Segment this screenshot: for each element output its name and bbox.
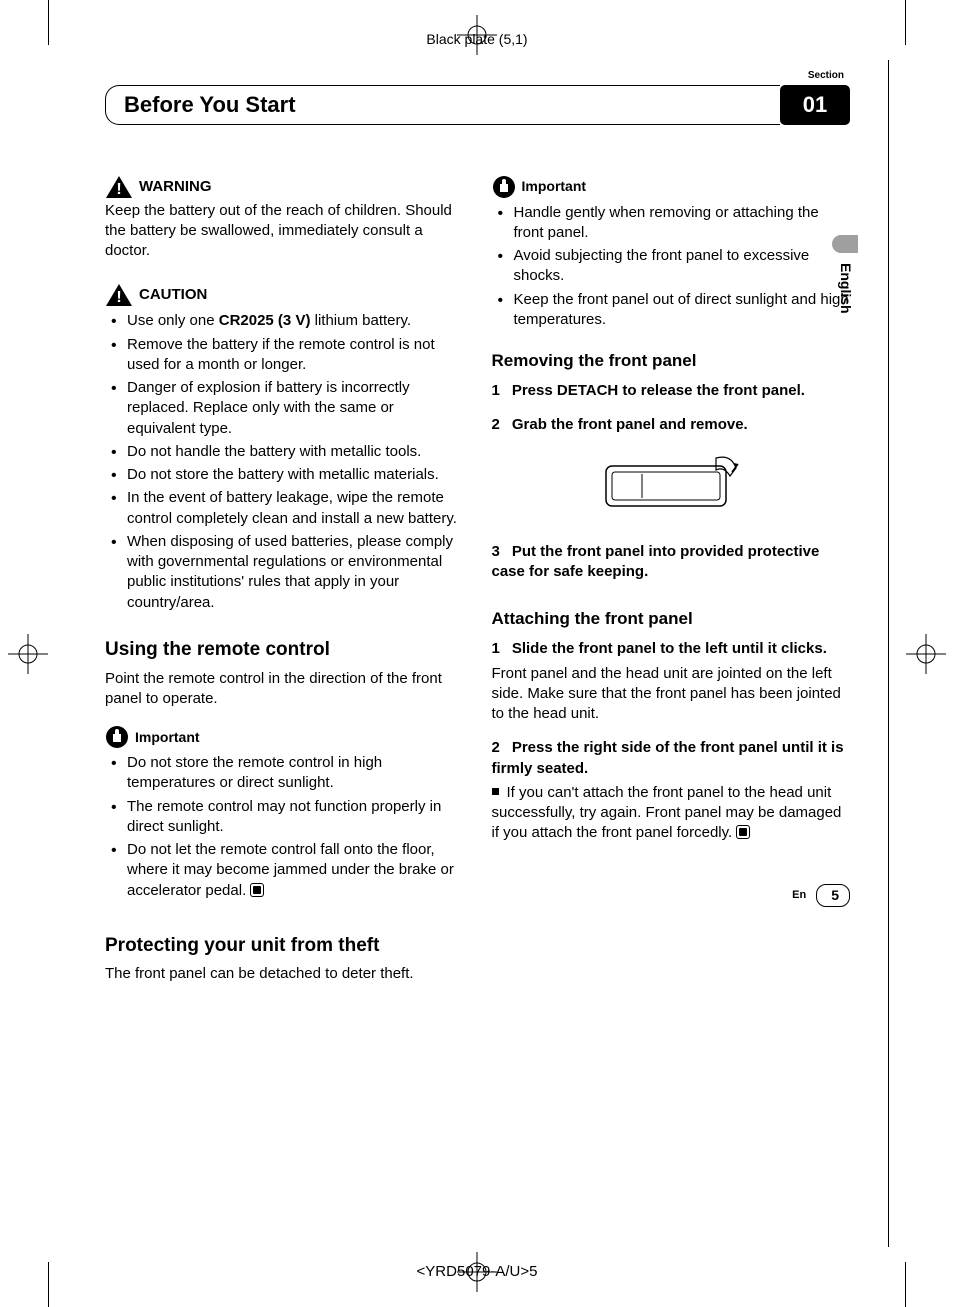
svg-text:!: ! <box>116 289 121 306</box>
theft-heading: Protecting your unit from theft <box>105 933 464 959</box>
attaching-step-1: 1Slide the front panel to the left until… <box>492 639 851 659</box>
front-panel-illustration <box>492 448 851 524</box>
warning-header: ! WARNING <box>105 175 464 199</box>
remote-heading: Using the remote control <box>105 637 464 663</box>
removing-step1-text: Press DETACH to release the front panel. <box>512 382 805 399</box>
important-right-list: Handle gently when removing or attaching… <box>492 203 851 331</box>
caution-item: Do not handle the battery with metallic … <box>105 442 464 462</box>
caution-list: Use only one CR2025 (3 V) lithium batter… <box>105 311 464 613</box>
section-title: Before You Start <box>124 90 296 120</box>
attaching-step1-title: Slide the front panel to the left until … <box>512 640 827 657</box>
important-label-left: Important <box>135 728 200 747</box>
removing-step-1: 1Press DETACH to release the front panel… <box>492 381 851 401</box>
caution-item: Remove the battery if the remote control… <box>105 335 464 376</box>
attaching-step-2: 2Press the right side of the front panel… <box>492 738 851 779</box>
attaching-step2-body-text: If you can't attach the front panel to t… <box>492 784 842 842</box>
theft-text: The front panel can be detached to deter… <box>105 964 464 984</box>
page-border-right <box>888 60 889 1247</box>
attaching-step2-title: Press the right side of the front panel … <box>492 739 844 776</box>
removing-step-2: 2Grab the front panel and remove. <box>492 415 851 435</box>
caution-item: In the event of battery leakage, wipe th… <box>105 488 464 529</box>
section-end-icon <box>736 825 750 839</box>
attaching-step1-body: Front panel and the head unit are jointe… <box>492 664 851 725</box>
square-bullet-icon <box>492 788 499 795</box>
page-number: 5 <box>816 884 850 907</box>
removing-heading: Removing the front panel <box>492 350 851 373</box>
attaching-step2-body: If you can't attach the front panel to t… <box>492 783 851 844</box>
important-header-right: Important <box>492 175 851 199</box>
left-column: ! WARNING Keep the battery out of the re… <box>105 175 464 985</box>
footer-lang: En <box>792 888 806 903</box>
section-header: Before You Start Section 01 <box>105 85 850 125</box>
section-label: Section <box>808 69 844 83</box>
section-badge: Section 01 <box>780 85 850 125</box>
right-column: Important Handle gently when removing or… <box>492 175 851 985</box>
section-number: 01 <box>780 85 850 125</box>
warning-icon: ! <box>105 175 133 199</box>
document-code: <YRD5079-A/U>5 <box>0 1262 954 1282</box>
important-icon <box>105 725 129 749</box>
svg-text:!: ! <box>116 181 121 198</box>
remote-important-item: Do not let the remote control fall onto … <box>105 840 464 901</box>
important-right-item: Avoid subjecting the front panel to exce… <box>492 246 851 287</box>
removing-step2-text: Grab the front panel and remove. <box>512 416 748 433</box>
remote-important-item: The remote control may not function prop… <box>105 797 464 838</box>
caution-header: ! CAUTION <box>105 283 464 307</box>
important-label-right: Important <box>522 177 587 196</box>
header-plate-label: Black plate (5,1) <box>0 30 954 49</box>
section-end-icon <box>250 883 264 897</box>
remote-important-item: Do not store the remote control in high … <box>105 753 464 794</box>
important-icon <box>492 175 516 199</box>
remote-intro: Point the remote control in the directio… <box>105 669 464 710</box>
removing-step-3: 3Put the front panel into provided prote… <box>492 542 851 583</box>
important-right-item: Keep the front panel out of direct sunli… <box>492 290 851 331</box>
caution-item: Use only one CR2025 (3 V) lithium batter… <box>105 311 464 331</box>
important-right-item: Handle gently when removing or attaching… <box>492 203 851 244</box>
warning-label: WARNING <box>139 177 212 197</box>
remote-important-item-text: Do not let the remote control fall onto … <box>127 841 454 899</box>
caution-item: When disposing of used batteries, please… <box>105 532 464 613</box>
caution-item: Danger of explosion if battery is incorr… <box>105 378 464 439</box>
registration-mark-left <box>8 634 48 674</box>
attaching-heading: Attaching the front panel <box>492 608 851 631</box>
page-content: Before You Start Section 01 English ! WA… <box>105 85 850 985</box>
removing-step3-text: Put the front panel into provided protec… <box>492 543 820 580</box>
caution-label: CAUTION <box>139 285 207 305</box>
registration-mark-right <box>906 634 946 674</box>
remote-important-list: Do not store the remote control in high … <box>105 753 464 901</box>
warning-text: Keep the battery out of the reach of chi… <box>105 201 464 262</box>
section-title-wrap: Before You Start <box>105 85 780 125</box>
caution-item: Do not store the battery with metallic m… <box>105 465 464 485</box>
caution-icon: ! <box>105 283 133 307</box>
page-footer: En 5 <box>792 884 850 907</box>
important-header-left: Important <box>105 725 464 749</box>
